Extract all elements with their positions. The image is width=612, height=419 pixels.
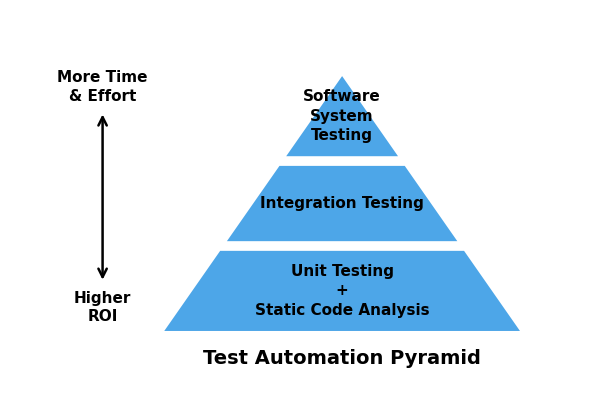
Text: Higher
ROI: Higher ROI — [74, 291, 131, 324]
Polygon shape — [286, 76, 398, 156]
Text: Integration Testing: Integration Testing — [260, 196, 424, 211]
Text: Unit Testing
+
Static Code Analysis: Unit Testing + Static Code Analysis — [255, 264, 430, 318]
Text: More Time
& Effort: More Time & Effort — [58, 70, 148, 103]
Polygon shape — [227, 166, 457, 241]
Polygon shape — [164, 251, 520, 331]
Text: Test Automation Pyramid: Test Automation Pyramid — [203, 349, 481, 368]
Text: Software
System
Testing: Software System Testing — [303, 89, 381, 143]
